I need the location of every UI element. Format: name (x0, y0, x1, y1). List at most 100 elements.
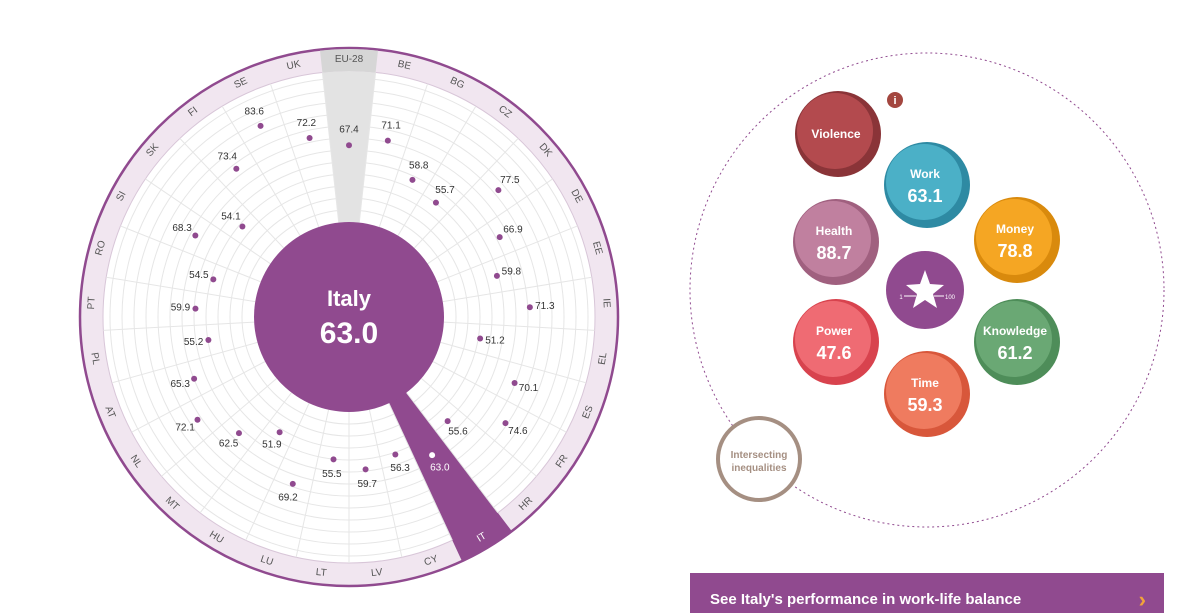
info-icon-glyph: i (893, 95, 896, 107)
value-dot-hu (276, 429, 283, 436)
grid-spoke (111, 341, 258, 384)
domain-bubble-time[interactable]: Time 59.3 (884, 351, 970, 437)
grid-spoke (179, 138, 285, 249)
grid-spoke (245, 403, 310, 541)
value-label-eu-28: 67.4 (339, 125, 359, 136)
grid-spoke (120, 225, 261, 283)
domain-bubble-violence[interactable]: Violence (795, 91, 881, 177)
value-label-ee: 59.8 (502, 266, 522, 277)
grid-spoke (440, 341, 587, 384)
grid-spoke (199, 392, 292, 514)
value-label-es: 70.1 (519, 383, 539, 394)
value-label-el: 51.2 (485, 335, 505, 346)
value-dot-ro (210, 276, 217, 283)
outer-dashed-ring (689, 52, 1165, 528)
grid-spoke (269, 83, 320, 228)
country-label-eu-28: EU-28 (335, 54, 364, 65)
center-country-name: Italy (327, 286, 372, 311)
value-dot-uk (306, 135, 313, 142)
bubble-fill-power (795, 301, 871, 377)
bubble-fill-work (886, 144, 962, 220)
value-label-at: 65.3 (170, 379, 190, 390)
reference-label-bg (320, 49, 378, 73)
bubble-name-money: Money (996, 222, 1034, 236)
value-label-cy: 56.3 (390, 463, 410, 474)
country-label-cy: CY (423, 553, 440, 568)
bubble-value-health: 88.7 (816, 243, 851, 263)
chevron-right-icon: › (1138, 587, 1146, 612)
value-dot-fr (502, 420, 509, 427)
bubble-value-money: 78.8 (997, 241, 1032, 261)
info-icon (887, 92, 903, 108)
value-dot-bg (409, 176, 416, 183)
domain-bubble-knowledge[interactable]: Knowledge 61.2 (974, 299, 1060, 385)
grid-spoke (295, 409, 330, 558)
country-label-lu: LU (259, 554, 275, 569)
value-dot-be (384, 137, 391, 144)
value-label-si: 68.3 (172, 223, 192, 234)
bubble-fill-time (886, 353, 962, 429)
value-label-de: 66.9 (503, 225, 523, 236)
value-dot-dk (495, 187, 502, 194)
star-person-icon (906, 270, 944, 308)
intersecting-label-line1: Intersecting (731, 450, 788, 461)
intersecting-ring (716, 416, 802, 502)
grid-spoke (406, 392, 499, 514)
value-dot-si (192, 232, 199, 239)
grid-spoke (432, 361, 567, 433)
logo-scale-min: 1 (899, 295, 903, 301)
bubble-fill-money (976, 199, 1052, 275)
intersecting-label-line2: inequalities (731, 463, 786, 474)
grid-spoke (378, 83, 429, 228)
country-label-lt: LT (315, 567, 327, 579)
center-country-value: 63.0 (320, 317, 378, 350)
bubble-name-time: Time (911, 376, 939, 390)
grid-spoke (442, 276, 592, 303)
value-dot-el (477, 335, 484, 342)
work-life-balance-banner[interactable]: See Italy's performance in work-life bal… (690, 573, 1164, 613)
domain-bubble-money[interactable]: Money 78.8 (974, 197, 1060, 283)
bubble-name-knowledge: Knowledge (983, 324, 1047, 338)
value-dot-ie (526, 304, 533, 311)
country-label-uk: UK (286, 59, 302, 73)
value-dot-it (429, 452, 436, 459)
domain-bubble-power[interactable]: Power 47.6 (793, 299, 879, 385)
bubble-fill-health (795, 201, 871, 277)
country-label-ee: EE (590, 240, 604, 256)
value-label-sk: 54.1 (221, 211, 241, 222)
country-label-el: EL (597, 351, 610, 365)
country-label-es: ES (581, 404, 596, 421)
value-dot-cz (432, 199, 439, 206)
value-dot-fi (233, 165, 240, 172)
domain-bubble-health[interactable]: Health 88.7 (793, 199, 879, 285)
highlight-sector (386, 388, 513, 563)
value-label-it: 63.0 (430, 462, 450, 473)
value-label-pl: 55.2 (184, 337, 204, 348)
country-label-lv: LV (371, 567, 384, 579)
grid-spoke (443, 321, 595, 331)
logo-scale-max: 100 (945, 295, 956, 301)
bubble-value-work: 63.1 (907, 186, 942, 206)
grid-spoke (388, 403, 453, 541)
grid-spoke (106, 276, 256, 303)
bubble-name-work: Work (910, 167, 940, 181)
domain-bubble-work[interactable]: Work 63.1 (884, 142, 970, 228)
value-label-lv: 59.7 (357, 479, 377, 490)
country-label-at: AT (102, 405, 117, 420)
bubble-fill-knowledge (976, 301, 1052, 377)
value-dot-hr (444, 418, 451, 425)
domain-bubble-chart: Violence Work 63.1 Health 88.7 Money 78.8 Power… (689, 52, 1165, 528)
grid-spoke (221, 105, 301, 236)
value-label-nl: 72.1 (175, 423, 195, 434)
value-label-hu: 51.9 (262, 440, 282, 451)
value-dot-lu (289, 480, 296, 487)
grid-spoke (103, 321, 255, 331)
value-dot-sk (239, 223, 246, 230)
country-label-si: SI (114, 190, 128, 204)
grid-spoke (413, 138, 519, 249)
value-dot-nl (194, 416, 201, 423)
value-dot-es (511, 379, 518, 386)
intersecting-inequalities-button[interactable]: Intersecting inequalities (716, 416, 802, 502)
center-circle (254, 222, 444, 412)
value-label-lt: 55.5 (322, 469, 342, 480)
